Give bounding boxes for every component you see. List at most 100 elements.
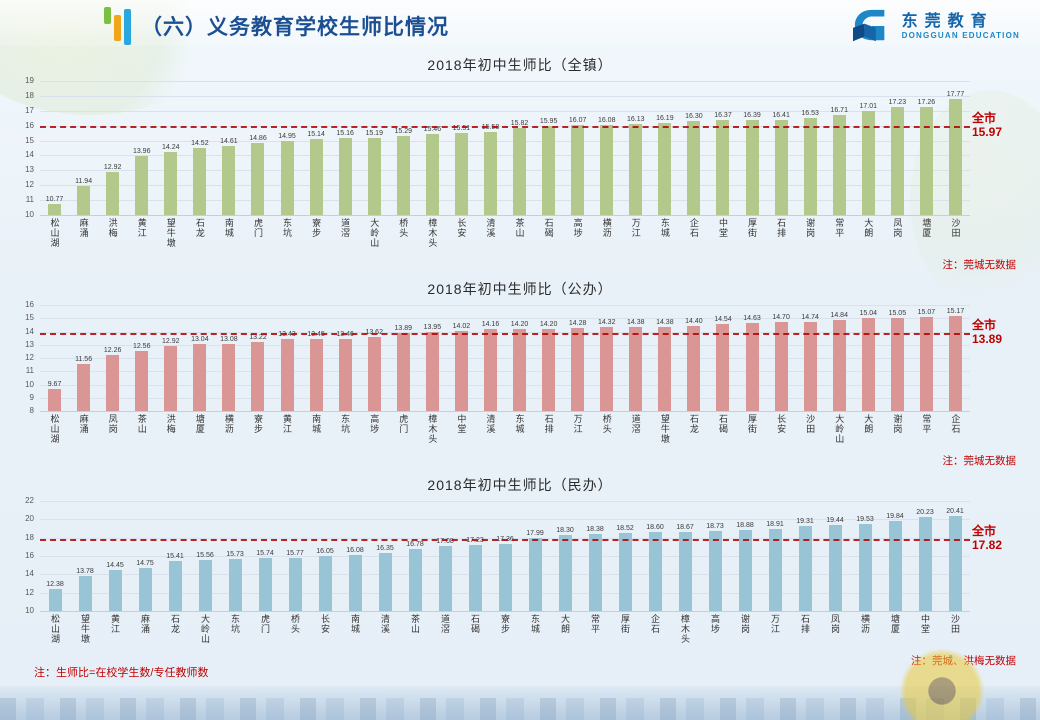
y-axis-tick-label: 19 bbox=[25, 76, 34, 85]
bar bbox=[251, 142, 265, 215]
bar-column: 19.84 bbox=[880, 513, 910, 611]
citywide-average-label: 全市 13.89 bbox=[972, 318, 1028, 346]
category-label-text: 凤岗 bbox=[107, 414, 118, 434]
category-label: 凤岗 bbox=[883, 218, 912, 272]
category-label-text: 高埗 bbox=[572, 218, 583, 238]
bar bbox=[832, 115, 846, 215]
bar-value-label: 15.07 bbox=[917, 309, 936, 317]
bar bbox=[687, 121, 701, 215]
category-label-text: 谢岗 bbox=[892, 414, 903, 434]
bar bbox=[588, 534, 602, 611]
category-label: 厚街 bbox=[738, 218, 767, 272]
bar-column: 14.40 bbox=[679, 318, 708, 411]
category-label-text: 大朗 bbox=[863, 218, 874, 238]
gridline bbox=[40, 537, 970, 539]
category-label: 桥头 bbox=[389, 218, 418, 272]
bar bbox=[164, 151, 178, 215]
bar bbox=[542, 328, 556, 411]
bar bbox=[348, 555, 362, 611]
category-label: 麻涌 bbox=[69, 414, 98, 468]
gridline bbox=[40, 155, 970, 157]
bar-column: 16.53 bbox=[796, 110, 825, 215]
category-label-text: 横沥 bbox=[601, 218, 612, 238]
category-label: 塘厦 bbox=[912, 218, 941, 272]
bar-value-label: 15.51 bbox=[452, 125, 471, 132]
category-label-text: 中堂 bbox=[717, 218, 728, 238]
bar bbox=[135, 156, 149, 215]
category-label-text: 中堂 bbox=[456, 414, 467, 434]
bar-value-label: 16.53 bbox=[801, 109, 819, 117]
category-label: 横沥 bbox=[592, 218, 621, 272]
category-label: 谢岗 bbox=[796, 218, 825, 272]
bar-column: 15.74 bbox=[250, 550, 280, 611]
bar-column: 14.74 bbox=[796, 314, 825, 411]
bar-column: 14.20 bbox=[505, 321, 534, 411]
category-label: 寮步 bbox=[243, 414, 272, 468]
category-label-text: 清溪 bbox=[485, 414, 496, 434]
bar-column: 18.30 bbox=[550, 527, 580, 611]
bar-column: 12.38 bbox=[40, 581, 70, 611]
bar bbox=[318, 555, 332, 611]
category-label: 凤岗 bbox=[820, 614, 850, 668]
bar bbox=[774, 119, 788, 215]
bar-column: 13.43 bbox=[273, 331, 302, 411]
category-label: 茶山 bbox=[400, 614, 430, 668]
y-axis-tick-label: 11 bbox=[25, 195, 34, 205]
category-label-text: 沙田 bbox=[805, 414, 816, 434]
sunflower-image bbox=[899, 648, 985, 720]
category-label-text: 清溪 bbox=[380, 614, 390, 634]
bar-value-label: 14.45 bbox=[106, 562, 124, 570]
bar bbox=[774, 322, 788, 411]
category-label-text: 石排 bbox=[543, 414, 554, 434]
category-label: 黄江 bbox=[273, 414, 302, 468]
bar-value-label: 13.89 bbox=[394, 325, 413, 332]
bar-value-label: 16.07 bbox=[568, 116, 587, 124]
category-label-text: 塘厦 bbox=[890, 614, 900, 634]
bar-column: 14.54 bbox=[708, 316, 737, 411]
category-label-text: 桥头 bbox=[290, 614, 300, 634]
bar bbox=[738, 529, 752, 611]
gridline bbox=[40, 81, 970, 82]
category-label-text: 茶山 bbox=[514, 218, 525, 238]
bar-column: 15.16 bbox=[331, 130, 360, 215]
bar-column: 16.39 bbox=[738, 112, 767, 215]
bar-value-label: 11.94 bbox=[75, 178, 93, 186]
category-label: 松山湖 bbox=[40, 218, 69, 272]
citywide-average-label: 全市 15.97 bbox=[972, 111, 1028, 139]
bar-value-label: 14.40 bbox=[685, 318, 703, 326]
bar-value-label: 12.26 bbox=[103, 346, 122, 354]
y-axis-tick-label: 16 bbox=[25, 551, 34, 560]
category-label-text: 松山湖 bbox=[49, 414, 60, 444]
bar-column: 19.31 bbox=[790, 518, 820, 611]
gridline bbox=[40, 318, 970, 320]
title-bars-icon bbox=[104, 6, 131, 46]
bar bbox=[890, 317, 904, 411]
category-label: 石排 bbox=[534, 414, 563, 468]
bar-column: 15.05 bbox=[883, 310, 912, 411]
category-label: 凤岗 bbox=[98, 414, 127, 468]
bar bbox=[78, 576, 92, 611]
bar-value-label: 15.73 bbox=[226, 550, 244, 558]
bar-column: 15.41 bbox=[160, 553, 190, 611]
y-axis-tick-label: 13 bbox=[25, 339, 34, 349]
category-label-text: 麻涌 bbox=[140, 614, 150, 634]
page-title: （六）义务教育学校生师比情况 bbox=[141, 16, 449, 39]
gridline bbox=[40, 331, 970, 333]
charts-container: 2018年初中生师比（全镇） 10 11 12 13 14 15 16 17 18 19 全市 15.9… bbox=[0, 46, 1040, 668]
y-axis-tick-label: 18 bbox=[25, 532, 34, 542]
category-label-text: 虎门 bbox=[260, 614, 270, 634]
bar-column: 17.08 bbox=[430, 538, 460, 611]
gridline bbox=[40, 411, 970, 412]
category-label-text: 樟木头 bbox=[427, 414, 438, 444]
category-label-text: 东坑 bbox=[340, 414, 351, 434]
bar-column: 20.41 bbox=[940, 508, 970, 611]
category-label-text: 石碣 bbox=[470, 614, 480, 634]
category-label-text: 石碣 bbox=[717, 414, 728, 434]
citywide-average-reference-line bbox=[40, 539, 970, 542]
bar-column: 19.53 bbox=[850, 516, 880, 611]
bar-value-label: 15.29 bbox=[394, 128, 413, 136]
category-label-text: 道滘 bbox=[440, 614, 450, 634]
bar-value-label: 14.24 bbox=[162, 143, 180, 151]
category-label: 南城 bbox=[302, 414, 331, 468]
category-label-text: 石碣 bbox=[543, 218, 554, 238]
